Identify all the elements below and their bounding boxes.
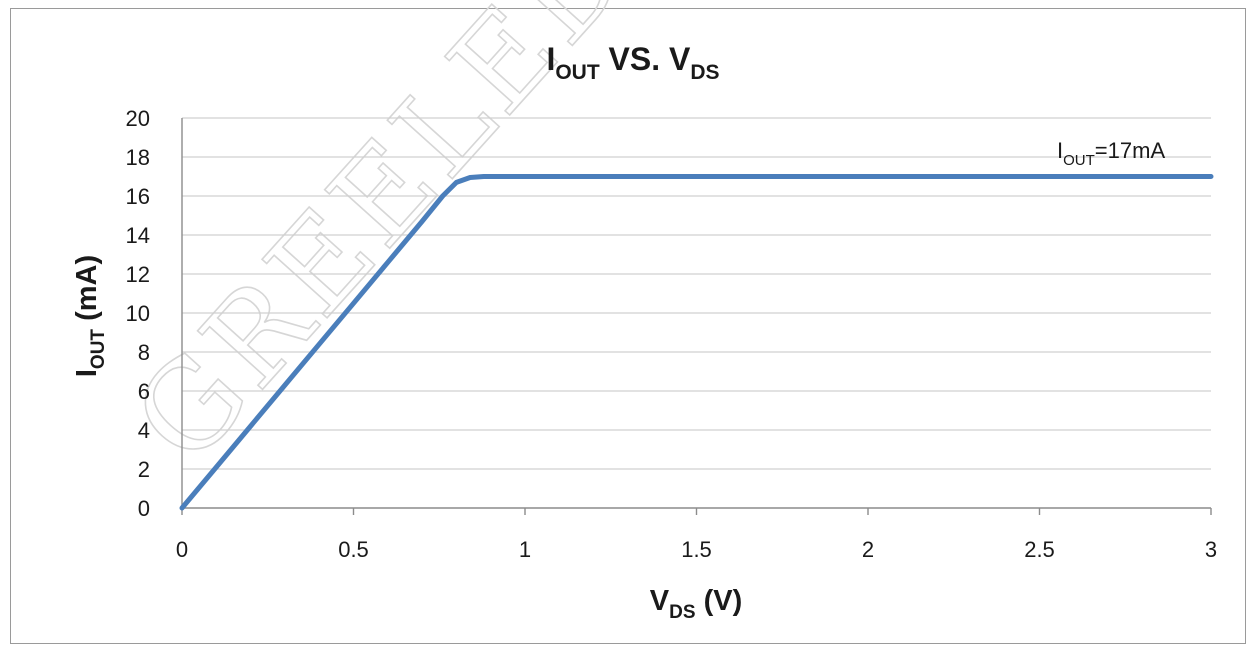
x-tick-label: 3 [1205,537,1217,562]
x-tick-label: 2.5 [1024,537,1055,562]
chart-frame [10,8,1246,644]
y-tick-label: 14 [126,223,150,248]
x-tick-label: 2 [862,537,874,562]
iout-annotation: IOUT=17mA [1057,138,1165,169]
y-tick-label: 2 [138,457,150,482]
chart-title: IOUT VS. VDS [546,41,719,84]
y-tick-label: 16 [126,184,150,209]
gridlines [182,117,1211,470]
y-tick-label: 20 [126,106,150,131]
series-group [179,174,1214,511]
y-tick-label: 8 [138,340,150,365]
y-tick-label: 18 [126,145,150,170]
x-tick-labels: 0 0.5 1 1.5 2 2.5 3 [176,537,1217,562]
x-tick-label: 1 [519,537,531,562]
y-tick-label: 0 [138,496,150,521]
x-tick-label: 1.5 [681,537,712,562]
watermark: GREELED ELEC [108,0,935,489]
y-axis-title: IOUT (mA) [71,255,109,377]
x-tick-label: 0 [176,537,188,562]
y-tick-label: 6 [138,379,150,404]
y-tick-label: 4 [138,418,150,443]
y-tick-label: 12 [126,262,150,287]
y-tick-label: 10 [126,301,150,326]
x-axis-title: VDS (V) [650,585,742,623]
series-line [179,174,1214,511]
x-tick-label: 0.5 [338,537,369,562]
y-tick-labels: 0 2 4 6 8 10 12 14 16 18 20 [126,106,150,521]
axes [181,118,1212,515]
